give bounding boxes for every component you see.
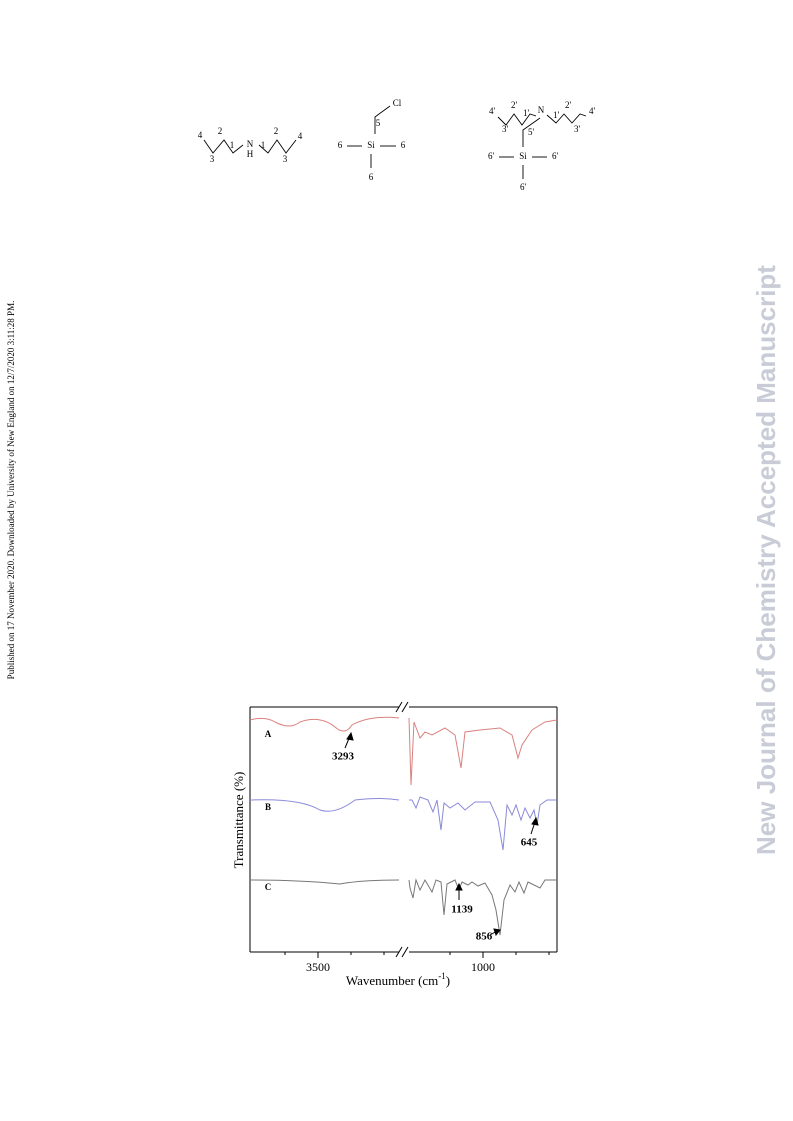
structure-label: Si xyxy=(367,140,375,150)
bond xyxy=(258,139,297,154)
spectra xyxy=(249,716,558,936)
figure-frame xyxy=(249,701,558,958)
bond xyxy=(546,113,587,124)
peak-arrows xyxy=(344,731,539,937)
y-axis-title: Transmittance (%) xyxy=(231,772,246,869)
spectrum-b xyxy=(409,796,557,851)
structure-label: 3 xyxy=(283,154,288,164)
bond xyxy=(203,139,244,154)
structure-label: 6' xyxy=(520,182,527,192)
series-label: C xyxy=(265,882,272,892)
x-tick-label: 3500 xyxy=(306,960,330,974)
structure-label: 6 xyxy=(401,140,406,150)
axis-break xyxy=(401,946,409,958)
structure-label: 4' xyxy=(589,106,596,116)
structure-label: 5 xyxy=(376,118,381,128)
axis-break xyxy=(395,701,403,713)
peak-label: 645 xyxy=(521,837,538,849)
structure-label: 3' xyxy=(574,124,581,134)
structure-label: H xyxy=(247,149,254,159)
series-label: A xyxy=(265,729,272,739)
structure-label: N xyxy=(247,139,254,149)
structure-label: 4 xyxy=(298,131,303,141)
structure-label: 2 xyxy=(218,126,223,136)
peak-label: 1139 xyxy=(451,904,473,916)
spectrum-a xyxy=(249,716,400,732)
structure-label: 2 xyxy=(274,126,279,136)
peak-label: 856 xyxy=(476,931,493,943)
peak-label: 3293 xyxy=(332,751,355,763)
structure-label: 6' xyxy=(552,151,559,161)
arrow-head xyxy=(493,928,501,937)
arrow-head xyxy=(531,816,539,826)
structure-label: 4' xyxy=(489,106,496,116)
structure-label: 6 xyxy=(338,140,343,150)
spectrum-c xyxy=(408,878,557,936)
spectrum-a xyxy=(408,717,558,786)
spectrum-b xyxy=(249,798,400,812)
spectrum-c xyxy=(249,879,400,885)
structure-label: 2' xyxy=(511,100,518,110)
structure-label: N xyxy=(538,105,545,115)
structure-label: 1 xyxy=(261,140,266,150)
arrow-head xyxy=(455,882,463,891)
structure-label: 1 xyxy=(230,140,235,150)
structure-label: 4 xyxy=(198,130,203,140)
structure-label: 6 xyxy=(369,172,374,182)
axis-break xyxy=(395,946,403,958)
structure-label: Cl xyxy=(393,98,402,108)
arrow-head xyxy=(346,731,354,741)
sidebar-text: Published on 17 November 2020. Downloade… xyxy=(6,301,16,680)
structure-label: 1' xyxy=(523,108,530,118)
x-axis-title-exp: -1 xyxy=(438,971,446,981)
x-axis-title-end: ) xyxy=(446,973,450,988)
x-tick-label: 1000 xyxy=(471,960,495,974)
series-label: B xyxy=(265,802,271,812)
axis-break xyxy=(401,701,409,713)
watermark: New Journal of Chemistry Accepted Manusc… xyxy=(751,265,781,855)
x-axis-title-main: Wavenumber (cm xyxy=(346,973,438,988)
structure-label: Si xyxy=(519,151,527,161)
bond xyxy=(374,105,391,134)
structure-label: 3 xyxy=(210,154,215,164)
structure-label: 6' xyxy=(488,151,495,161)
bond xyxy=(522,117,541,147)
x-axis-title: Wavenumber (cm-1) xyxy=(346,971,450,988)
structure-label: 5' xyxy=(528,127,535,137)
structure-label: 1' xyxy=(553,110,560,120)
bond xyxy=(497,113,537,126)
structure-label: 2' xyxy=(565,100,572,110)
structure-label: 3' xyxy=(502,124,509,134)
structure-bonds xyxy=(203,105,587,179)
